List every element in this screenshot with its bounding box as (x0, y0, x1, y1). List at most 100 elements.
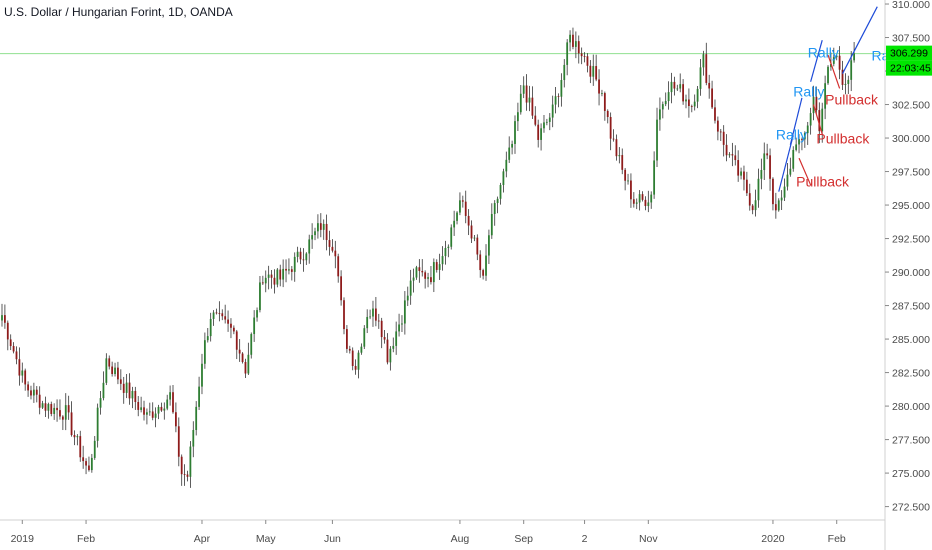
candle-body (137, 401, 140, 410)
candle-body (230, 323, 232, 328)
candle-body (447, 246, 450, 249)
candle-body (372, 308, 374, 317)
trend-line (798, 157, 812, 186)
candle-body (667, 92, 670, 102)
price-tick-label: 275.000 (892, 468, 930, 480)
trend-line (810, 40, 823, 82)
candle-body (195, 406, 198, 430)
candle-body (832, 57, 835, 64)
candle-body (183, 474, 186, 475)
candle-body (296, 251, 299, 257)
candle-body (85, 461, 87, 466)
candle-body (244, 361, 247, 374)
rally-annotation: Rally (808, 45, 839, 61)
candle-body (192, 429, 195, 447)
candle-body (1, 315, 3, 321)
candle-body (592, 66, 595, 77)
candle-body (705, 54, 708, 83)
candle-body (180, 456, 183, 475)
rally-annotation: Rally (776, 126, 807, 142)
pullback-annotation: Pullback (825, 92, 879, 108)
candle-body (783, 186, 786, 198)
candle-body (88, 465, 90, 471)
candle-body (528, 97, 531, 103)
candle-body (325, 223, 328, 241)
candle-body (803, 133, 806, 140)
candle-body (618, 155, 621, 157)
candle-body (731, 154, 734, 156)
candle-body (612, 138, 615, 140)
candle-body (134, 390, 137, 402)
candle-body (270, 274, 273, 278)
candle-body (595, 66, 598, 80)
candle-body (38, 394, 41, 408)
candle-body (572, 34, 574, 47)
candle-body (276, 269, 279, 285)
candle-body (186, 474, 189, 477)
candle-body (99, 398, 102, 408)
candle-body (18, 359, 21, 376)
price-tick-label: 290.000 (892, 267, 930, 279)
price-tick-label: 272.500 (892, 502, 930, 514)
candle-body (453, 220, 456, 228)
candles-layer (1, 27, 856, 488)
candle-body (140, 407, 143, 410)
candle-body (647, 202, 650, 207)
candle-body (569, 34, 571, 43)
price-tick-label: 310.000 (892, 0, 930, 11)
time-tick-label: May (256, 533, 277, 545)
candle-body (35, 389, 38, 395)
candle-body (444, 248, 447, 257)
candle-body (169, 392, 172, 400)
candle-body (117, 367, 119, 380)
candle-body (560, 80, 563, 97)
time-tick-label: Apr (194, 533, 211, 545)
candle-body (696, 88, 699, 102)
candle-body (351, 350, 354, 366)
candle-body (238, 349, 241, 354)
candle-body (621, 155, 624, 170)
candle-body (461, 200, 464, 202)
candle-body (743, 171, 745, 180)
candle-body (543, 122, 545, 129)
candle-body (261, 282, 264, 284)
price-tick-label: 285.000 (892, 334, 930, 346)
candle-body (267, 274, 270, 278)
candle-body (769, 155, 771, 179)
candle-body (827, 66, 829, 84)
candle-body (32, 389, 35, 396)
candle-body (241, 353, 244, 362)
candle-body (548, 117, 551, 122)
candle-body (490, 214, 493, 236)
candle-body (59, 410, 61, 417)
candle-body (438, 264, 441, 270)
trend-line (841, 6, 878, 74)
candle-body (847, 79, 850, 84)
candle-body (534, 115, 537, 125)
time-axis[interactable]: 2019 Feb Apr May Jun Aug Sep 2 Nov 2020 Feb (0, 519, 885, 545)
candle-body (157, 406, 160, 414)
candle-body (435, 262, 438, 270)
candle-body (780, 197, 783, 201)
candle-body (302, 259, 305, 261)
candle-body (374, 308, 377, 321)
candle-body (754, 200, 757, 211)
candle-body (630, 180, 632, 200)
candle-body (740, 171, 742, 176)
candle-body (30, 390, 32, 396)
candle-body (299, 251, 302, 260)
candle-body (290, 269, 293, 272)
price-tick-label: 287.500 (892, 301, 930, 313)
candle-body (232, 327, 235, 332)
candle-body (482, 270, 485, 276)
price-axis[interactable]: 272.500 275.000 277.500 280.000 282.500 285.0… (884, 0, 932, 550)
current-price-label: 306.299 (890, 48, 928, 60)
candle-body (15, 351, 18, 360)
candle-body (76, 436, 79, 438)
candle-body (221, 313, 224, 317)
candle-body (496, 198, 499, 204)
candle-body (427, 277, 429, 279)
candle-body (166, 399, 169, 409)
